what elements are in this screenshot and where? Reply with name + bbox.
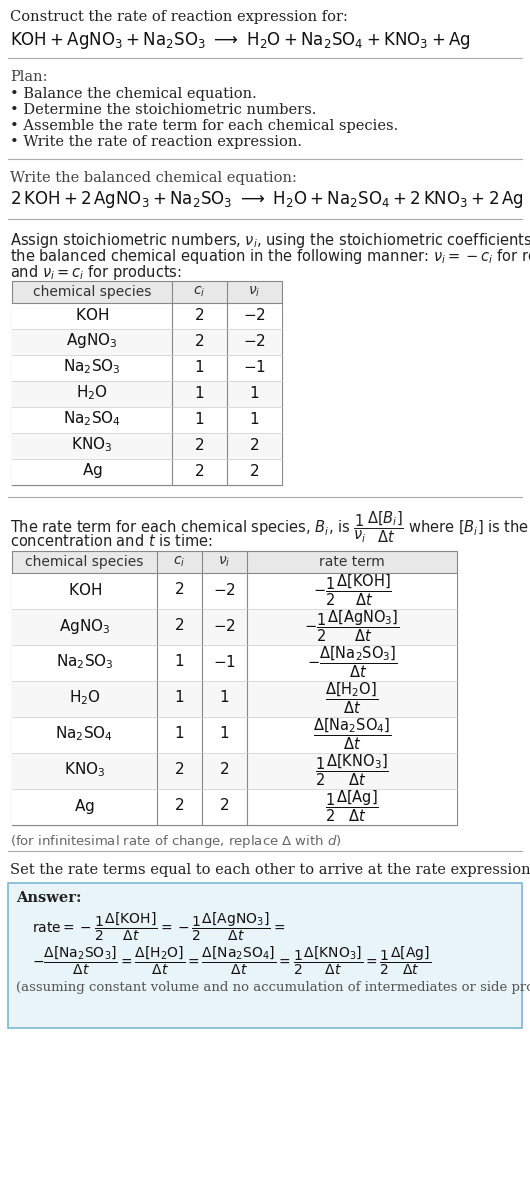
Text: $\mathrm{KOH}$: $\mathrm{KOH}$ [67,582,101,598]
Text: $\mathrm{KOH + AgNO_3 + Na_2SO_3 \ \longrightarrow \ H_2O + Na_2SO_4 + KNO_3 + A: $\mathrm{KOH + AgNO_3 + Na_2SO_3 \ \long… [10,30,471,51]
Bar [12,645,457,681]
Text: $-2$: $-2$ [213,618,236,635]
Text: 1: 1 [175,726,184,742]
Text: $-2$: $-2$ [213,582,236,598]
Text: $\mathrm{AgNO_3}$: $\mathrm{AgNO_3}$ [66,331,118,350]
Bar [12,459,282,485]
Text: $-1$: $-1$ [243,359,266,374]
Text: Answer:: Answer: [16,891,82,905]
Text: $\nu_i$: $\nu_i$ [218,555,231,569]
Bar [12,752,457,789]
Text: 2: 2 [175,619,184,633]
Bar [12,551,457,573]
Text: Assign stoichiometric numbers, $\nu_i$, using the stoichiometric coefficients, $: Assign stoichiometric numbers, $\nu_i$, … [10,231,530,250]
Text: Construct the rate of reaction expression for:: Construct the rate of reaction expressio… [10,10,348,24]
Text: $-2$: $-2$ [243,334,266,349]
Text: $-\dfrac{1}{2}\dfrac{\Delta[\mathrm{KOH}]}{\Delta t}$: $-\dfrac{1}{2}\dfrac{\Delta[\mathrm{KOH}… [313,572,392,608]
Text: $\mathrm{KNO_3}$: $\mathrm{KNO_3}$ [64,761,105,779]
Text: $\mathrm{Na_2SO_3}$: $\mathrm{Na_2SO_3}$ [63,358,121,377]
Bar [12,609,457,645]
Text: 2: 2 [195,307,204,323]
Text: $-2$: $-2$ [243,307,266,323]
Text: $c_i$: $c_i$ [193,285,206,300]
Text: $\mathrm{Na_2SO_4}$: $\mathrm{Na_2SO_4}$ [56,725,113,743]
Text: The rate term for each chemical species, $B_i$, is $\dfrac{1}{\nu_i}\dfrac{\Delt: The rate term for each chemical species,… [10,509,530,544]
Bar [12,789,457,825]
Text: $\mathrm{AgNO_3}$: $\mathrm{AgNO_3}$ [59,616,110,636]
Text: chemical species: chemical species [25,555,144,569]
Text: concentration and $t$ is time:: concentration and $t$ is time: [10,533,213,549]
Text: 2: 2 [195,464,204,478]
Bar [12,718,457,752]
Bar [12,281,282,303]
Text: $\mathrm{KOH}$: $\mathrm{KOH}$ [75,307,109,323]
Text: 2: 2 [220,798,229,814]
Text: 2: 2 [195,334,204,348]
Bar [12,380,282,407]
Text: chemical species: chemical species [33,285,151,299]
Text: 2: 2 [250,464,259,478]
Text: 1: 1 [250,412,259,426]
Text: 1: 1 [250,385,259,401]
Text: $\mathrm{KNO_3}$: $\mathrm{KNO_3}$ [71,436,113,454]
Text: • Write the rate of reaction expression.: • Write the rate of reaction expression. [10,135,302,149]
Bar [12,329,282,355]
Text: $\dfrac{\Delta[\mathrm{Na_2SO_4}]}{\Delta t}$: $\dfrac{\Delta[\mathrm{Na_2SO_4}]}{\Delt… [313,716,391,751]
Text: 2: 2 [220,762,229,778]
Text: $\mathrm{Na_2SO_4}$: $\mathrm{Na_2SO_4}$ [63,409,121,429]
Text: • Balance the chemical equation.: • Balance the chemical equation. [10,87,257,101]
Text: $-1$: $-1$ [213,654,236,669]
Text: 1: 1 [195,412,204,426]
Bar [12,573,457,609]
Text: $-\dfrac{\Delta[\mathrm{Na_2SO_3}]}{\Delta t}$: $-\dfrac{\Delta[\mathrm{Na_2SO_3}]}{\Del… [307,644,398,680]
Text: $\mathrm{H_2O}$: $\mathrm{H_2O}$ [76,384,108,402]
Bar [12,433,282,459]
Text: $\mathrm{rate} = -\dfrac{1}{2}\dfrac{\Delta[\mathrm{KOH}]}{\Delta t} = -\dfrac{1: $\mathrm{rate} = -\dfrac{1}{2}\dfrac{\De… [32,911,285,944]
Text: 1: 1 [175,691,184,706]
Text: 2: 2 [175,762,184,778]
Text: 2: 2 [175,583,184,597]
Text: 1: 1 [195,385,204,401]
Text: $\mathrm{Ag}$: $\mathrm{Ag}$ [82,461,102,480]
Text: (for infinitesimal rate of change, replace $\Delta$ with $d$): (for infinitesimal rate of change, repla… [10,833,342,850]
Bar [12,281,282,485]
Text: 1: 1 [175,655,184,669]
Text: $\mathrm{2\,KOH + 2\,AgNO_3 + Na_2SO_3 \ \longrightarrow \ H_2O + Na_2SO_4 + 2\,: $\mathrm{2\,KOH + 2\,AgNO_3 + Na_2SO_3 \… [10,189,524,209]
Text: and $\nu_i = c_i$ for products:: and $\nu_i = c_i$ for products: [10,262,182,282]
Text: 1: 1 [195,360,204,374]
Text: $\dfrac{\Delta[\mathrm{H_2O}]}{\Delta t}$: $\dfrac{\Delta[\mathrm{H_2O}]}{\Delta t}… [325,680,378,716]
Text: Plan:: Plan: [10,70,48,84]
Bar [8,883,522,1028]
Bar [12,303,282,329]
Text: $-\dfrac{\Delta[\mathrm{Na_2SO_3}]}{\Delta t} = \dfrac{\Delta[\mathrm{H_2O}]}{\D: $-\dfrac{\Delta[\mathrm{Na_2SO_3}]}{\Del… [32,945,431,978]
Text: 2: 2 [195,437,204,453]
Text: $\mathrm{Ag}$: $\mathrm{Ag}$ [74,797,95,815]
Bar [12,551,457,825]
Text: $\dfrac{1}{2}\dfrac{\Delta[\mathrm{Ag}]}{\Delta t}$: $\dfrac{1}{2}\dfrac{\Delta[\mathrm{Ag}]}… [325,789,379,824]
Text: rate term: rate term [319,555,385,569]
Bar [12,355,282,380]
Text: $\dfrac{1}{2}\dfrac{\Delta[\mathrm{KNO_3}]}{\Delta t}$: $\dfrac{1}{2}\dfrac{\Delta[\mathrm{KNO_3… [315,752,389,787]
Text: $\mathrm{H_2O}$: $\mathrm{H_2O}$ [68,689,101,708]
Text: the balanced chemical equation in the following manner: $\nu_i = -c_i$ for react: the balanced chemical equation in the fo… [10,247,530,266]
Text: • Assemble the rate term for each chemical species.: • Assemble the rate term for each chemic… [10,119,398,132]
Text: Write the balanced chemical equation:: Write the balanced chemical equation: [10,171,297,185]
Text: 1: 1 [220,691,229,706]
Bar [12,681,457,718]
Text: $\mathrm{Na_2SO_3}$: $\mathrm{Na_2SO_3}$ [56,653,113,672]
Text: $c_i$: $c_i$ [173,555,185,569]
Text: Set the rate terms equal to each other to arrive at the rate expression:: Set the rate terms equal to each other t… [10,863,530,877]
Text: $\nu_i$: $\nu_i$ [248,285,261,300]
Text: (assuming constant volume and no accumulation of intermediates or side products): (assuming constant volume and no accumul… [16,981,530,995]
Text: 2: 2 [250,437,259,453]
Text: $-\dfrac{1}{2}\dfrac{\Delta[\mathrm{AgNO_3}]}{\Delta t}$: $-\dfrac{1}{2}\dfrac{\Delta[\mathrm{AgNO… [304,608,400,644]
Bar [12,407,282,433]
Text: • Determine the stoichiometric numbers.: • Determine the stoichiometric numbers. [10,104,316,117]
Text: 2: 2 [175,798,184,814]
Text: 1: 1 [220,726,229,742]
